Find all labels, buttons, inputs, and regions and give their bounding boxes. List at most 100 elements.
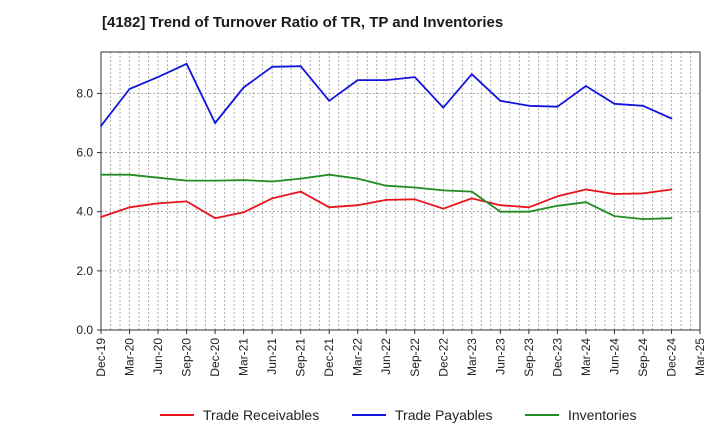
data-point xyxy=(100,125,102,127)
data-point xyxy=(499,99,502,102)
data-point xyxy=(528,206,530,209)
data-point xyxy=(585,85,587,87)
legend-swatch-blue xyxy=(352,414,386,416)
data-point xyxy=(157,202,159,205)
legend-item-trade-payables: Trade Payables xyxy=(352,404,493,426)
y-tick-label: 4.0 xyxy=(76,205,93,219)
x-tick-label: Sep-23 xyxy=(522,338,536,377)
x-tick-label: Jun-23 xyxy=(493,338,507,375)
data-point xyxy=(128,88,131,90)
data-point xyxy=(271,65,273,68)
legend-label-trade-payables: Trade Payables xyxy=(395,407,493,423)
x-tick-label: Sep-21 xyxy=(294,338,308,377)
x-tick-label: Sep-20 xyxy=(180,338,194,377)
data-point xyxy=(299,177,302,180)
data-point xyxy=(356,177,359,180)
data-point xyxy=(328,206,331,209)
data-point xyxy=(413,186,416,189)
data-point xyxy=(356,79,359,81)
x-tick-label: Mar-22 xyxy=(351,338,365,376)
y-tick-label: 8.0 xyxy=(76,86,93,100)
data-point xyxy=(385,79,388,81)
y-tick-label: 2.0 xyxy=(76,264,93,278)
legend: Trade Receivables Trade Payables Invento… xyxy=(0,404,720,426)
data-point xyxy=(556,204,559,207)
y-tick-labels: 0.0 2.0 4.0 6.0 8.0 xyxy=(76,86,93,337)
data-point xyxy=(385,184,388,187)
legend-item-inventories: Inventories xyxy=(525,404,636,426)
chart-title: [4182] Trend of Turnover Ratio of TR, TP… xyxy=(102,14,504,31)
data-point xyxy=(613,102,616,105)
data-point xyxy=(242,86,245,89)
x-tick-labels: Dec-19 Mar-20 Jun-20 Sep-20 Dec-20 Mar-21 Jun-… xyxy=(94,338,707,377)
data-point xyxy=(556,105,559,108)
x-tick-label: Sep-24 xyxy=(636,338,650,377)
data-point xyxy=(613,193,616,195)
x-tick-label: Mar-24 xyxy=(579,338,593,376)
data-point xyxy=(642,192,644,195)
x-tick-label: Dec-20 xyxy=(208,338,222,377)
x-tick-label: Mar-25 xyxy=(693,338,707,376)
data-point xyxy=(100,216,102,218)
data-point xyxy=(128,173,131,176)
x-tick-label: Dec-21 xyxy=(322,338,336,377)
data-point xyxy=(642,104,644,107)
data-point xyxy=(528,210,530,213)
data-point xyxy=(528,104,530,107)
legend-label-inventories: Inventories xyxy=(568,407,637,423)
data-point xyxy=(299,190,302,193)
data-point xyxy=(242,211,245,214)
data-point xyxy=(328,99,331,102)
data-point xyxy=(214,122,217,124)
x-tick-label: Dec-22 xyxy=(436,338,450,377)
series-trade-payables xyxy=(100,62,673,127)
y-tick-label: 0.0 xyxy=(76,323,93,337)
data-point xyxy=(157,176,159,179)
data-point xyxy=(470,73,473,76)
data-point xyxy=(670,217,673,220)
data-point xyxy=(442,207,445,210)
data-point xyxy=(585,188,587,191)
y-tick-label: 6.0 xyxy=(76,146,93,160)
data-point xyxy=(670,117,673,120)
data-point xyxy=(185,62,188,65)
legend-item-trade-receivables: Trade Receivables xyxy=(160,404,319,426)
data-point xyxy=(385,199,388,201)
data-point xyxy=(128,206,131,209)
data-point xyxy=(670,188,673,191)
x-tick-label: Jun-22 xyxy=(379,338,393,375)
data-point xyxy=(157,76,159,78)
x-tick-label: Mar-23 xyxy=(465,338,479,376)
legend-label-trade-receivables: Trade Receivables xyxy=(203,407,320,423)
data-point xyxy=(613,215,616,218)
data-point xyxy=(470,190,473,193)
x-tick-label: Dec-19 xyxy=(94,338,108,377)
data-point xyxy=(214,217,217,220)
x-tick-label: Dec-24 xyxy=(664,338,678,377)
plot-frame xyxy=(100,51,701,331)
axis-layer xyxy=(97,51,701,334)
data-point xyxy=(442,106,445,109)
x-tick-label: Dec-23 xyxy=(550,338,564,377)
series-inventories xyxy=(100,173,673,221)
data-point xyxy=(356,204,359,207)
data-point xyxy=(242,179,245,182)
x-tick-label: Mar-20 xyxy=(123,338,137,376)
data-point xyxy=(585,201,587,204)
data-point xyxy=(413,198,416,201)
data-point xyxy=(556,195,559,198)
data-point xyxy=(271,197,273,200)
x-tick-label: Jun-24 xyxy=(607,338,621,375)
x-tick-label: Jun-21 xyxy=(265,338,279,375)
series-layer xyxy=(100,62,673,221)
data-point xyxy=(470,197,473,200)
series-trade-receivables xyxy=(100,188,673,220)
data-point xyxy=(214,179,217,182)
data-point xyxy=(100,173,102,176)
x-tick-label: Jun-20 xyxy=(151,338,165,375)
data-point xyxy=(299,65,302,68)
legend-swatch-green xyxy=(525,414,559,416)
data-point xyxy=(328,173,331,176)
grid-layer xyxy=(100,52,701,331)
